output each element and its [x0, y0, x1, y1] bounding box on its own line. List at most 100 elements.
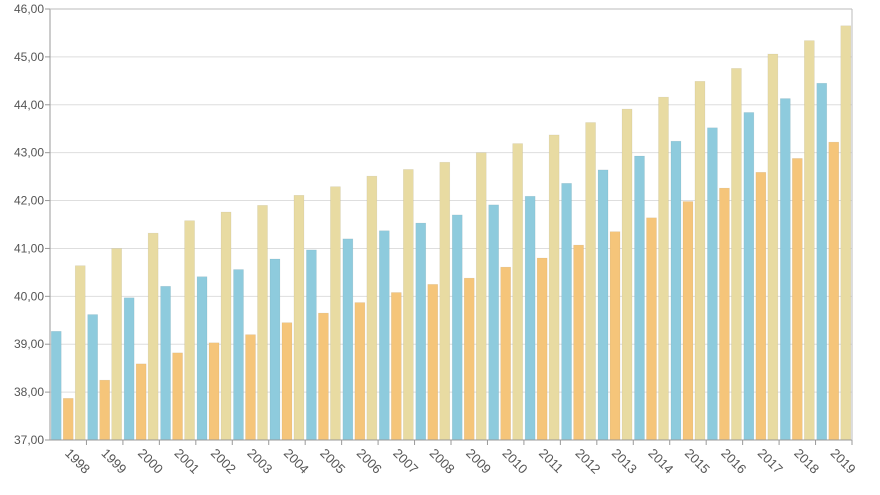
y-tick-label: 39,00: [14, 337, 44, 351]
bar: [634, 155, 645, 441]
bar: [87, 314, 98, 441]
x-tick-label: 2010: [500, 446, 531, 477]
bar: [123, 297, 135, 441]
y-tick-label: 42,00: [14, 194, 44, 208]
bar: [379, 230, 390, 441]
x-tick-label: 2019: [828, 446, 859, 477]
bar: [147, 232, 159, 441]
bar: [172, 352, 183, 441]
bar: [427, 284, 439, 441]
bar: [342, 238, 354, 441]
bar: [475, 152, 487, 441]
x-tick-label: 2005: [317, 446, 348, 477]
bar: [694, 81, 706, 441]
x-tick-label: 2006: [354, 446, 385, 477]
bar: [767, 53, 779, 441]
bar: [354, 302, 366, 441]
x-tick-label: 2002: [208, 446, 239, 477]
bar: [318, 312, 329, 441]
x-tick-label: 2011: [536, 446, 566, 476]
bar: [512, 143, 523, 441]
bar: [731, 68, 742, 441]
x-tick-label: 2009: [463, 446, 494, 477]
bar: [548, 134, 560, 441]
bar: [306, 249, 317, 441]
y-tick-label: 41,00: [14, 241, 44, 255]
bar: [719, 187, 730, 441]
bar: [585, 122, 596, 441]
bar: [111, 248, 122, 441]
bar: [682, 201, 694, 441]
bar: [269, 258, 281, 441]
bar: [816, 82, 828, 441]
bar: [670, 140, 682, 441]
bar: [646, 217, 657, 441]
bar: [184, 220, 195, 441]
bar: [50, 330, 62, 441]
bar: [755, 172, 767, 441]
bar: [415, 222, 427, 441]
x-tick-label: 1998: [62, 446, 93, 477]
x-tick-label: 2017: [755, 446, 786, 477]
x-tick-label: 2013: [609, 446, 640, 477]
bar: [366, 175, 378, 441]
x-tick-label: 2004: [281, 446, 312, 477]
y-axis-ticks: 37,00 38,00 39,00 40,00 41,00 42,00 43,00 44,00…: [14, 2, 50, 447]
bar: [828, 141, 840, 441]
bar: [792, 158, 803, 441]
bar: [780, 98, 791, 441]
bar: [403, 169, 414, 441]
bar: [524, 195, 536, 441]
x-tick-label: 2018: [791, 446, 822, 477]
bar: [257, 205, 268, 441]
bars: [50, 25, 852, 441]
x-tick-label: 2015: [682, 446, 713, 477]
bar: [743, 112, 755, 441]
bar: [281, 322, 293, 441]
bar: [488, 204, 499, 441]
y-tick-label: 38,00: [14, 385, 44, 399]
bar: [451, 214, 463, 441]
x-tick-label: 2012: [572, 446, 603, 477]
x-tick-label: 2016: [718, 446, 749, 477]
bar: [233, 269, 244, 441]
y-tick-label: 43,00: [14, 146, 44, 160]
bar: [160, 285, 171, 441]
bar: [500, 266, 511, 441]
bar: [609, 231, 621, 441]
bar: [463, 277, 475, 441]
bar: [536, 257, 548, 441]
bar: [208, 342, 220, 441]
y-tick-label: 45,00: [14, 50, 44, 64]
y-tick-label: 40,00: [14, 289, 44, 303]
bar: [135, 363, 147, 441]
bar: [597, 169, 609, 441]
x-tick-label: 2008: [427, 446, 458, 477]
bar: [99, 379, 110, 441]
x-tick-label: 2007: [390, 446, 421, 477]
bar: [561, 183, 572, 441]
x-tick-label: 2001: [171, 446, 202, 477]
bar: [293, 194, 305, 441]
bar: [707, 127, 718, 441]
bar: [220, 211, 232, 441]
bar: [658, 96, 669, 441]
bar: [439, 161, 451, 441]
bar: [573, 244, 584, 441]
bar: [391, 292, 402, 441]
x-axis-ticks: 1998 1999 2000 2001 2002 2003 2004 2005 2006 2007…: [62, 440, 859, 477]
y-tick-label: 37,00: [14, 433, 44, 447]
bar: [62, 398, 74, 441]
y-tick-label: 46,00: [14, 2, 44, 16]
bar: [330, 186, 341, 441]
bar: [621, 108, 633, 441]
x-tick-label: 2014: [645, 446, 676, 477]
x-tick-label: 2003: [244, 446, 275, 477]
bar: [74, 265, 86, 441]
bar: [840, 25, 852, 441]
bar: [196, 276, 208, 441]
bar: [245, 334, 256, 441]
x-tick-label: 1999: [99, 446, 130, 477]
x-tick-label: 2000: [135, 446, 166, 477]
